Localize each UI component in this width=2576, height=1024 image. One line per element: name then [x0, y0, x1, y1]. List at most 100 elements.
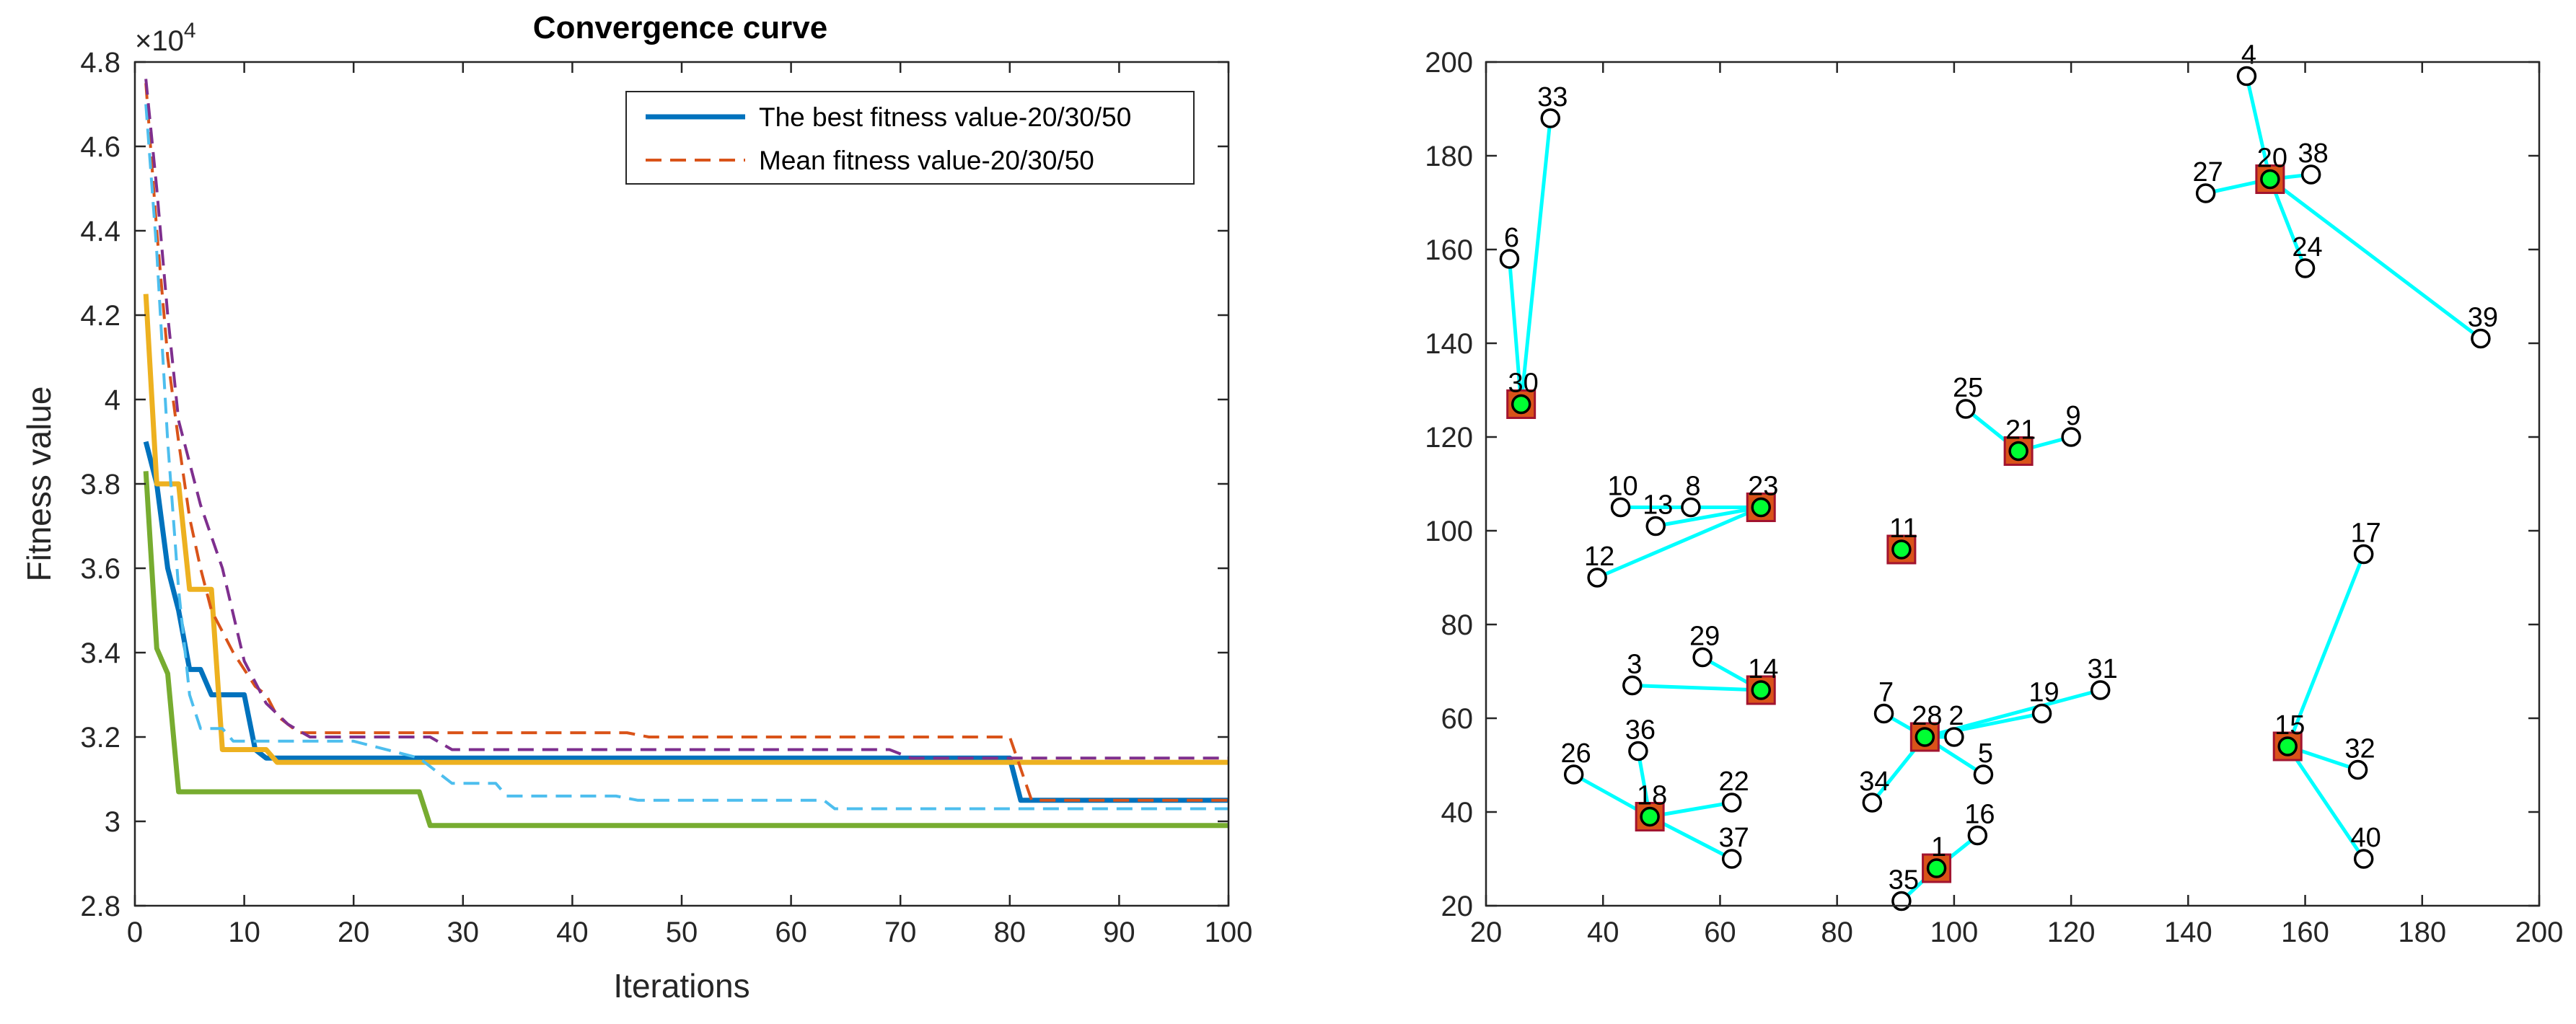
y-tick-label: 4.6: [80, 131, 120, 163]
cluster-link-30-6: [1507, 258, 1524, 405]
point-marker-7: [1873, 703, 1894, 724]
point-label-15: 15: [2274, 710, 2305, 741]
y-tick-label: 200: [1425, 47, 1473, 79]
point-marker-23: [1751, 497, 1771, 518]
y-exponent-power: 4: [184, 19, 196, 43]
x-tick-label: 90: [1103, 917, 1135, 948]
y-tick-label: 4.4: [80, 216, 120, 247]
x-tick-label: 40: [1587, 917, 1619, 948]
y-tick-label: 4.2: [80, 300, 120, 332]
point-label-16: 16: [1964, 800, 1995, 830]
point-label-8: 8: [1685, 472, 1700, 502]
point-marker-6: [1499, 249, 1520, 269]
point-marker-26: [1563, 764, 1584, 785]
point-marker-20: [2260, 169, 2280, 190]
series-line-mean-50: [144, 79, 1228, 760]
legend-label-best: The best fitness value-20/30/50: [759, 102, 1131, 132]
series-line-best-50: [143, 471, 1228, 829]
point-marker-25: [1956, 399, 1976, 419]
point-marker-18: [1640, 806, 1660, 827]
x-tick-label: 70: [884, 917, 917, 948]
point-label-14: 14: [1748, 654, 1778, 684]
cluster-link-20-4: [2245, 75, 2272, 180]
point-label-2: 2: [1948, 701, 1964, 731]
x-tick-label: 100: [1930, 917, 1979, 948]
point-marker-37: [1721, 849, 1742, 869]
point-label-28: 28: [1912, 701, 1942, 731]
series-line-best-20: [143, 441, 1228, 803]
point-marker-3: [1622, 675, 1643, 696]
x-tick-label: 200: [2515, 917, 2564, 948]
y-tick-label: 180: [1425, 141, 1473, 172]
x-tick-label: 120: [2047, 917, 2096, 948]
point-marker-19: [2031, 703, 2052, 724]
cluster-link-20-24: [2268, 178, 2307, 269]
x-tick-label: 140: [2164, 917, 2212, 948]
point-label-18: 18: [1637, 781, 1667, 811]
x-tick-label: 20: [338, 917, 370, 948]
point-marker-31: [2090, 680, 2111, 700]
legend: The best fitness value-20/30/50 Mean fit…: [625, 91, 1195, 185]
point-label-5: 5: [1978, 738, 1993, 769]
point-marker-28: [1915, 727, 1935, 747]
point-marker-16: [1967, 825, 1988, 846]
cluster-link-23-13: [1655, 506, 1762, 528]
point-label-12: 12: [1584, 542, 1614, 572]
x-tick-label: 40: [556, 917, 589, 948]
point-marker-5: [1973, 764, 1994, 785]
point-label-37: 37: [1719, 823, 1749, 853]
chart-title: Convergence curve: [533, 10, 827, 45]
cluster-link-23-12: [1596, 506, 1762, 580]
cluster-link-14-3: [1632, 684, 1762, 692]
point-label-6: 6: [1504, 223, 1519, 253]
point-label-9: 9: [2066, 401, 2081, 431]
x-tick-label: 80: [1821, 917, 1853, 948]
point-marker-8: [1681, 497, 1701, 518]
x-axis-label: Iterations: [613, 967, 749, 1005]
point-label-27: 27: [2193, 157, 2223, 187]
point-marker-32: [2347, 759, 2368, 780]
series-line-mean-30: [144, 104, 1228, 811]
x-tick-label: 160: [2281, 917, 2329, 948]
point-label-36: 36: [1625, 715, 1656, 746]
point-marker-15: [2277, 736, 2298, 756]
point-label-26: 26: [1561, 738, 1591, 769]
point-label-39: 39: [2468, 303, 2498, 333]
point-marker-29: [1692, 647, 1713, 668]
point-label-20: 20: [2257, 144, 2287, 174]
y-tick-label: 4.8: [80, 47, 120, 79]
point-marker-27: [2195, 183, 2216, 203]
x-tick-label: 60: [1704, 917, 1736, 948]
x-tick-label: 10: [228, 917, 260, 948]
point-label-30: 30: [1508, 368, 1539, 399]
point-marker-21: [2008, 441, 2028, 462]
series-line-best-30: [143, 293, 1228, 765]
plot-frame-right: [1485, 61, 2541, 907]
point-label-23: 23: [1748, 472, 1778, 502]
point-label-38: 38: [2298, 138, 2329, 169]
point-label-17: 17: [2351, 518, 2381, 549]
x-tick-label: 100: [1205, 917, 1253, 948]
cluster-link-15-17: [2285, 553, 2365, 747]
cluster-link-20-39: [2269, 177, 2482, 340]
point-label-29: 29: [1689, 622, 1720, 652]
y-tick-label: 160: [1425, 234, 1473, 266]
point-label-31: 31: [2088, 654, 2118, 684]
x-tick-label: 80: [994, 917, 1027, 948]
point-label-40: 40: [2351, 823, 2381, 853]
point-label-35: 35: [1889, 865, 1919, 896]
cluster-link-15-40: [2286, 745, 2365, 860]
point-label-25: 25: [1953, 373, 1983, 403]
convergence-chart: Convergence curve ×104 0 10 20 30 40 50 60 70 80…: [20, 10, 1252, 1005]
point-label-7: 7: [1878, 678, 1894, 708]
point-marker-17: [2353, 544, 2374, 565]
point-label-10: 10: [1607, 472, 1638, 502]
point-label-13: 13: [1643, 490, 1673, 521]
y-tick-label: 3.8: [80, 469, 120, 500]
point-marker-10: [1610, 497, 1631, 518]
point-marker-22: [1721, 793, 1742, 813]
point-marker-40: [2353, 849, 2374, 869]
x-tick-label: 180: [2398, 917, 2446, 948]
y-tick-label: 4: [105, 384, 120, 416]
point-marker-9: [2061, 427, 2081, 447]
